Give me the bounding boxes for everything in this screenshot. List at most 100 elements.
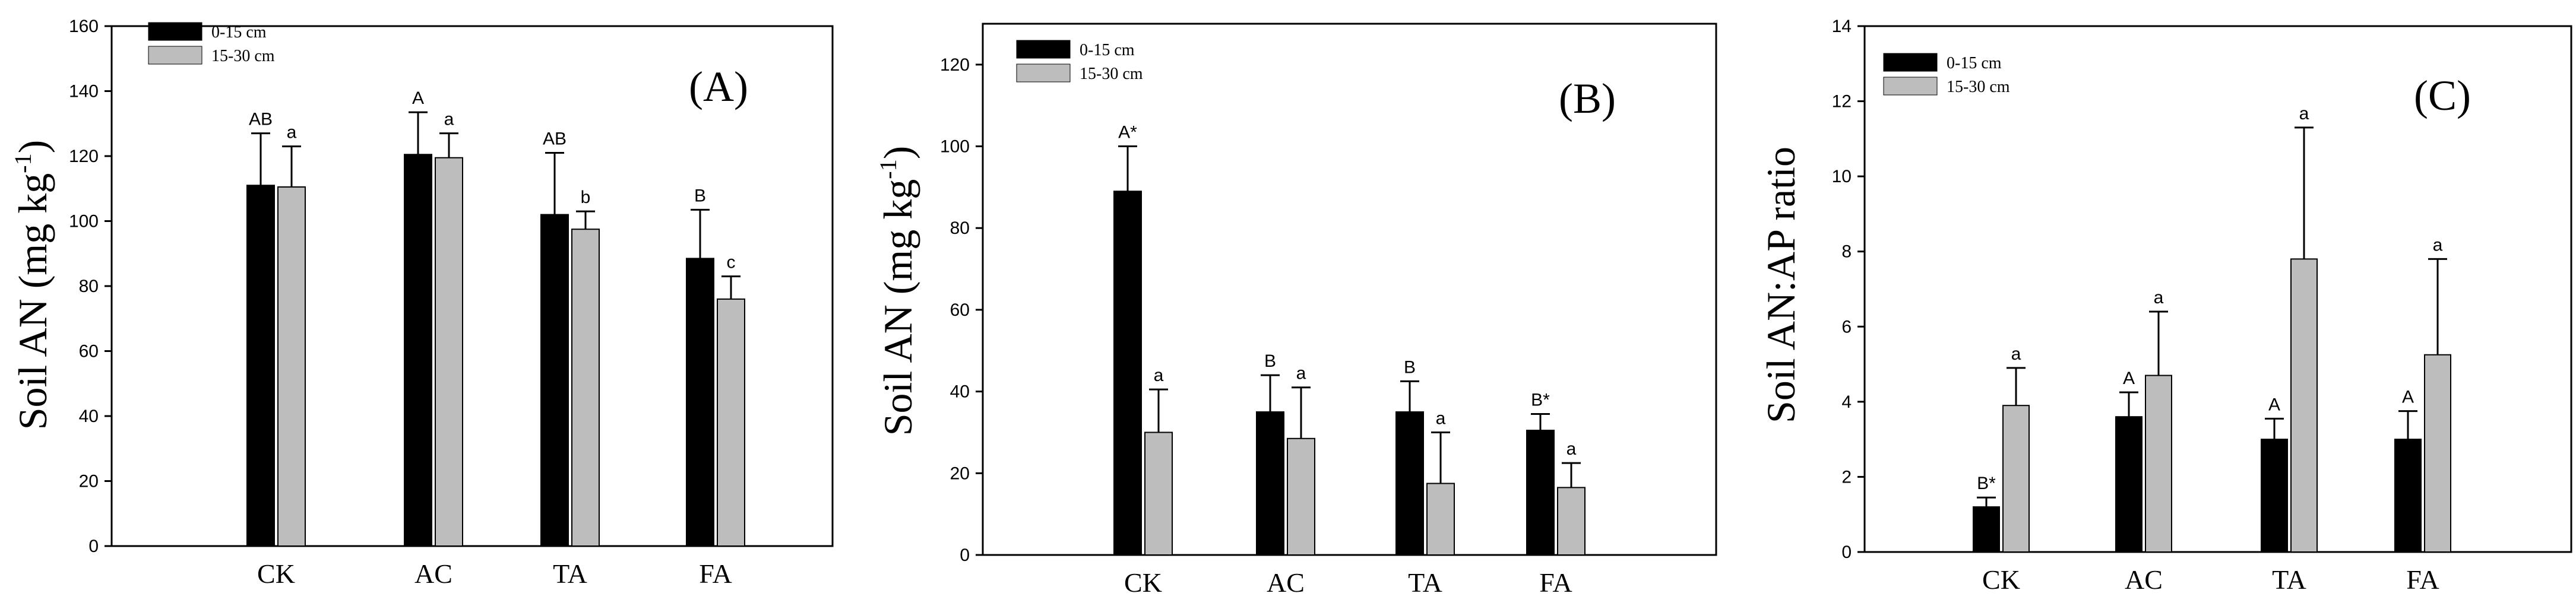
y-tick-label: 80 <box>950 218 970 238</box>
panel-label: (C) <box>2414 72 2471 119</box>
bar-deep-fa <box>1557 487 1586 556</box>
significance-label: AB <box>249 110 273 129</box>
y-tick-label: 100 <box>940 137 970 157</box>
y-tick-label: 2 <box>1841 467 1852 487</box>
y-tick-label: 40 <box>79 407 99 426</box>
bar-shallow-ac <box>1256 411 1284 556</box>
chart-panel-0: 0 20 40 60 80 100 120 140 160 Soil AN (mg kg-1) (A… <box>10 17 834 589</box>
significance-label: B* <box>1531 390 1550 410</box>
y-tick-label: 10 <box>1832 167 1852 186</box>
significance-label: a <box>287 123 297 142</box>
x-category-label: CK <box>1124 567 1162 598</box>
significance-label: a <box>2433 235 2443 255</box>
significance-label: B* <box>1977 474 1996 493</box>
y-tick-label: 100 <box>69 212 99 231</box>
bar-shallow-ck <box>1973 506 2000 553</box>
x-category-label: AC <box>414 559 452 589</box>
legend-swatch-0 <box>148 22 202 41</box>
plot-frame <box>982 23 1717 556</box>
legend-swatch-1 <box>148 46 202 65</box>
significance-label: B <box>1264 351 1276 371</box>
bar-deep-ac <box>435 157 463 547</box>
bar-deep-fa <box>2424 354 2451 553</box>
y-tick-label: 80 <box>79 277 99 296</box>
bar-shallow-ck <box>1113 191 1142 556</box>
significance-label: A <box>2268 395 2280 414</box>
bar-deep-ta <box>1426 483 1455 556</box>
significance-label: c <box>727 253 736 272</box>
y-tick-label: 120 <box>69 147 99 166</box>
legend-label-1: 15-30 cm <box>1080 65 1143 83</box>
bar-deep-ta <box>2290 258 2318 553</box>
chart-panel-1: 0 20 40 60 80 100 120 Soil AN (mg kg-1) (B) 0-15 … <box>875 23 1717 598</box>
legend-swatch-1 <box>1016 64 1071 83</box>
legend-label-1: 15-30 cm <box>1947 78 2010 96</box>
legend-label-0: 0-15 cm <box>1080 41 1135 59</box>
bar-shallow-fa <box>686 258 714 547</box>
y-tick-label: 0 <box>88 537 99 556</box>
bar-deep-ck <box>277 186 306 547</box>
x-category-label: TA <box>2272 564 2306 595</box>
significance-label: a <box>1154 366 1164 385</box>
x-category-label: FA <box>2406 564 2439 595</box>
significance-label: A* <box>1118 123 1137 142</box>
y-tick-label: 0 <box>1841 542 1852 562</box>
x-category-label: FA <box>1539 567 1572 598</box>
bar-deep-ac <box>1287 437 1315 556</box>
y-tick-label: 0 <box>960 545 970 565</box>
y-axis-label: Soil AN (mg kg-1) <box>10 140 55 430</box>
bar-deep-ac <box>2145 375 2172 553</box>
x-category-label: CK <box>1982 564 2020 595</box>
bar-deep-ck <box>1144 432 1173 556</box>
y-tick-label: 8 <box>1841 242 1852 262</box>
bar-shallow-ta <box>2261 439 2288 553</box>
y-tick-label: 60 <box>79 342 99 361</box>
significance-label: a <box>1567 439 1577 459</box>
legend-swatch-0 <box>1016 40 1071 59</box>
x-category-label: TA <box>553 559 587 589</box>
plot-frame <box>1863 25 2572 553</box>
chart-panel-2: 0 2 4 6 8 10 12 14 Soil AN:AP ratio (C) 0-15 cm 15-… <box>1758 17 2572 595</box>
panel-label: (A) <box>689 63 748 110</box>
x-category-label: AC <box>2125 564 2163 595</box>
significance-label: B <box>1404 357 1416 377</box>
bar-shallow-fa <box>2394 439 2422 553</box>
bar-shallow-ta <box>1395 411 1424 556</box>
significance-label: A <box>412 88 424 108</box>
bar-shallow-ac <box>404 154 432 547</box>
bar-shallow-ck <box>246 185 275 547</box>
y-tick-label: 60 <box>950 300 970 320</box>
legend-label-1: 15-30 cm <box>211 47 275 65</box>
x-category-label: FA <box>699 559 732 589</box>
significance-label: a <box>2154 288 2164 307</box>
significance-label: A <box>2402 388 2414 407</box>
significance-label: a <box>2011 344 2021 364</box>
y-tick-label: 20 <box>79 472 99 491</box>
significance-label: b <box>581 188 591 207</box>
panel-label: (B) <box>1559 75 1616 122</box>
x-category-label: TA <box>1408 567 1442 598</box>
y-tick-label: 20 <box>950 464 970 483</box>
y-tick-label: 40 <box>950 382 970 402</box>
significance-label: A <box>2123 369 2135 388</box>
significance-label: a <box>444 110 454 129</box>
bar-deep-ta <box>571 229 600 547</box>
significance-label: B <box>694 186 706 205</box>
x-category-label: AC <box>1267 567 1305 598</box>
legend-swatch-1 <box>1883 77 1938 96</box>
y-tick-label: 140 <box>69 82 99 101</box>
significance-label: a <box>1436 408 1446 428</box>
bar-shallow-ac <box>2115 416 2143 553</box>
y-axis-label: Soil AN:AP ratio <box>1758 147 1803 423</box>
bar-shallow-ta <box>540 214 569 547</box>
y-tick-label: 14 <box>1832 17 1852 36</box>
significance-label: a <box>2299 104 2309 123</box>
legend-label-0: 0-15 cm <box>1947 54 2002 72</box>
y-tick-label: 6 <box>1841 317 1852 337</box>
legend-swatch-0 <box>1883 53 1938 72</box>
legend-label-0: 0-15 cm <box>211 23 267 42</box>
y-tick-label: 4 <box>1841 392 1852 412</box>
bar-shallow-fa <box>1526 430 1555 556</box>
y-tick-label: 160 <box>69 17 99 36</box>
